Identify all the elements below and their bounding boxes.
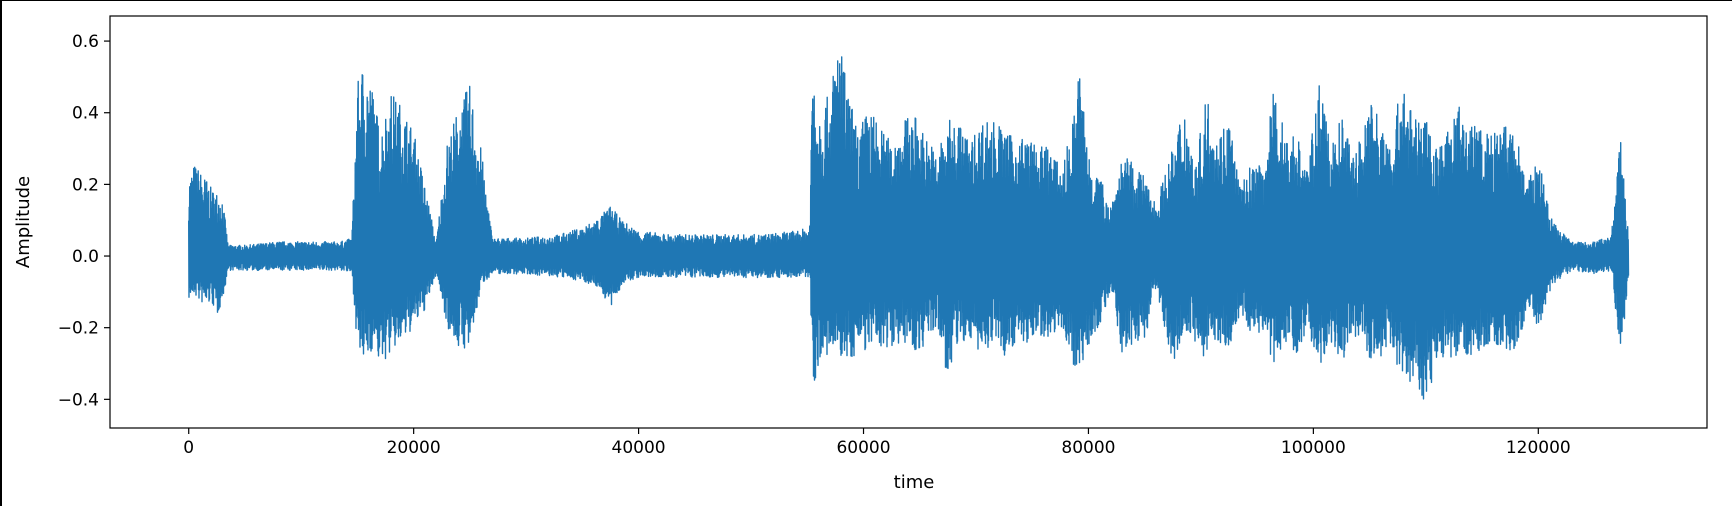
x-tick-label: 100000 [1281, 438, 1346, 458]
x-axis: 0 20000 40000 60000 80000 100000 120000 [183, 428, 1571, 458]
x-tick-label: 40000 [612, 438, 666, 458]
x-tick-label: 80000 [1061, 438, 1115, 458]
y-tick-label: 0.0 [72, 247, 99, 267]
x-axis-label: time [894, 472, 935, 493]
plot-area-border [109, 15, 1708, 429]
y-tick-label: −0.4 [58, 390, 99, 410]
x-tick-label: 120000 [1506, 438, 1571, 458]
y-tick-label: 0.2 [72, 175, 99, 195]
series-waveform [188, 56, 1630, 400]
series-layer [188, 56, 1630, 400]
y-axis: −0.4 −0.2 0.0 0.2 0.4 0.6 [58, 32, 110, 410]
y-tick-label: 0.6 [72, 32, 99, 52]
x-tick-label: 60000 [836, 438, 890, 458]
x-tick-label: 20000 [387, 438, 441, 458]
y-axis-label: Amplitude [13, 176, 34, 268]
y-tick-label: −0.2 [58, 319, 99, 339]
y-tick-label: 0.4 [72, 104, 99, 124]
x-tick-label: 0 [183, 438, 194, 458]
